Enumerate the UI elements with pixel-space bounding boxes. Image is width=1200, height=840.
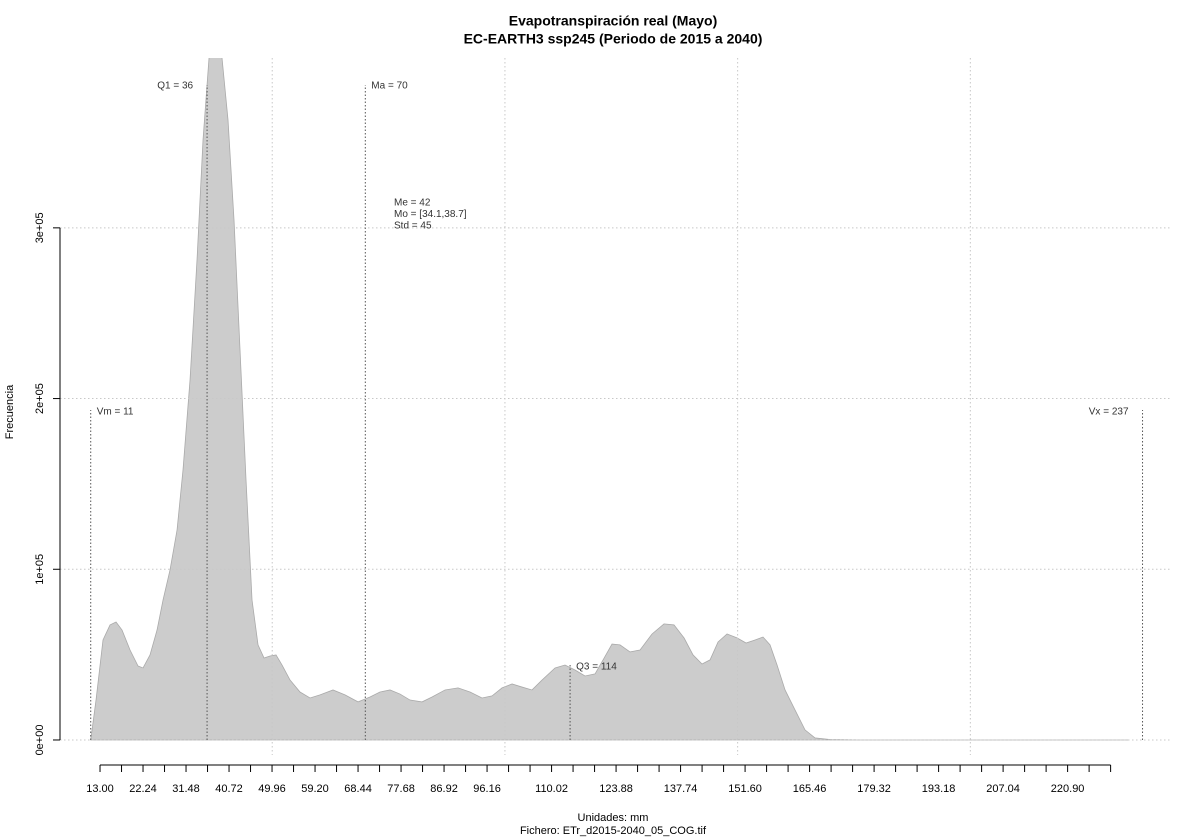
x-tick-label: 193.18: [922, 783, 956, 795]
stat-label: Std = 45: [394, 221, 432, 232]
x-tick-label: 96.16: [473, 783, 501, 795]
caption: Fichero: ETr_d2015-2040_05_COG.tif: [520, 825, 707, 837]
y-tick-label: 1e+05: [34, 554, 46, 585]
plot-area: [90, 58, 1129, 741]
x-tick-label: 179.32: [857, 783, 891, 795]
chart-subtitle: EC-EARTH3 ssp245 (Periodo de 2015 a 2040…: [464, 31, 763, 47]
marker-label: Q3 = 114: [576, 662, 617, 673]
x-tick-label: 207.04: [986, 783, 1020, 795]
x-tick-label: 86.92: [430, 783, 458, 795]
x-tick-label: 31.48: [172, 783, 200, 795]
density-area: [90, 58, 1129, 741]
x-tick-label: 77.68: [387, 783, 415, 795]
x-tick-label: 22.24: [129, 783, 157, 795]
x-tick-label: 40.72: [215, 783, 243, 795]
marker-label: Vx = 237: [1089, 407, 1129, 418]
x-tick-label: 59.20: [301, 783, 329, 795]
x-tick-label: 123.88: [599, 783, 633, 795]
stat-label: Mo = [34.1,38.7]: [394, 209, 467, 220]
chart-title: Evapotranspiración real (Mayo): [509, 13, 718, 29]
marker-label: Q1 = 36: [157, 81, 193, 92]
stat-label: Me = 42: [394, 198, 431, 209]
marker-label: Vm = 11: [97, 407, 134, 418]
y-axis-label: Frecuencia: [4, 384, 16, 439]
y-tick-label: 0e+00: [34, 725, 46, 756]
x-tick-label: 137.74: [664, 783, 698, 795]
marker-label: Ma = 70: [371, 81, 408, 92]
x-tick-label: 165.46: [793, 783, 827, 795]
x-tick-label: 110.02: [535, 783, 568, 795]
x-tick-label: 49.96: [258, 783, 286, 795]
x-tick-label: 151.60: [728, 783, 762, 795]
x-tick-label: 220.90: [1051, 783, 1085, 795]
x-tick-label: 13.00: [86, 783, 114, 795]
y-tick-label: 2e+05: [34, 383, 46, 414]
x-tick-label: 68.44: [344, 783, 372, 795]
y-tick-label: 3e+05: [34, 212, 46, 243]
x-axis-label: Unidades: mm: [578, 812, 649, 824]
